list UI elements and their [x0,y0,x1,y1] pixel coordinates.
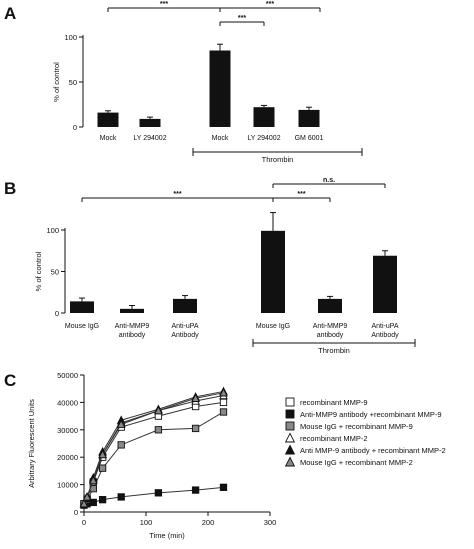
panel-a-category-label: GM 6001 [295,135,324,142]
panel-b-bar [70,301,94,313]
panel-c-data-point [154,426,163,434]
panel-c-data-point [154,405,163,415]
panel-a-significance-label: *** [238,15,246,22]
panel-c-x-tick-label: 200 [202,518,215,527]
panel-c-data-point [98,496,107,504]
panel-a-bar [298,109,320,127]
panel-c-x-tick-label: 300 [264,518,277,527]
panel-b-group-label: Thrombin [318,346,350,355]
panel-c-y-tick-label: 50000 [57,371,78,380]
panel-a-y-tick-label: 100 [64,33,77,42]
panel-b-category-label: antibody [317,332,344,339]
panel-c-y-axis-label: Arbitrary Fluorescent Units [27,399,36,488]
panel-a-bar [139,118,161,127]
panel-b-category-label: Antibody [371,332,399,339]
panel-c-data-point [117,493,125,501]
panel-c-data-point [154,489,163,497]
panel-b-category-label: Anti-MMP9 [115,323,150,330]
panel-b-y-tick-label: 50 [51,268,59,277]
panel-c-legend-label: Anti-MMP9 antibody +recombinant MMP-9 [300,410,442,419]
panel-c-series-line [83,390,224,505]
panel-b-significance-label: *** [173,191,181,198]
panel-b-category-label: Antibody [171,332,199,339]
panel-c-legend-marker [284,432,296,443]
panel-c-legend-label: recombinant MMP-9 [300,398,368,407]
panel-b-bar [373,255,397,313]
panel-c-legend-marker [285,409,295,419]
panel-c-data-point [116,419,126,428]
panel-a-group-label: Thrombin [262,155,294,164]
panel-c-data-point [98,464,107,472]
panel-a-bar [253,107,275,127]
panel-a-bar [209,50,231,127]
panel-a-label: A [4,4,16,23]
panel-c-data-point [219,388,228,397]
panel-c-legend-marker [285,397,295,407]
panel-b-category-label: Mouse IgG [256,323,290,330]
panel-a-y-tick-label: 0 [73,123,77,132]
panel-b-category-label: Anti-uPA [371,323,398,330]
panel-a-category-label: LY 294002 [133,135,166,142]
panel-c-data-point [191,393,200,402]
panel-b-category-label: antibody [119,332,146,339]
panel-c-legend-marker [285,421,295,431]
panel-b-y-axis-label: % of control [34,251,43,291]
panel-a-y-axis-label: % of control [52,62,61,102]
panel-c-y-tick-label: 40000 [57,398,78,407]
panel-b-bar [261,230,285,313]
panel-b-y-tick-label: 0 [55,309,59,318]
panel-b-bar [173,298,197,313]
panel-c-data-point [79,498,89,508]
panel-c-data-point [219,408,228,416]
panel-c-legend-marker [284,456,296,467]
panel-a-bar [97,112,119,127]
panel-b-label: B [4,179,16,198]
panel-c-data-point [82,492,92,501]
panel-c-data-point [98,449,107,459]
panel-c-legend-label: Anti MMP-9 antibody + recombinant MMP-2 [300,446,446,455]
panel-a-significance-label: *** [266,1,274,8]
panel-a-category-label: LY 294002 [247,135,280,142]
panel-b-category-label: Mouse IgG [65,323,99,330]
panel-c-y-tick-label: 30000 [57,426,78,435]
panel-c-data-point [117,441,125,449]
panel-c-legend-label: Mouse IgG + recombinant MMP-2 [300,458,413,467]
panel-b-bar [120,308,144,313]
panel-c-data-point [219,398,228,407]
panel-a-category-label: Mock [100,135,117,142]
panel-c-x-tick-label: 0 [82,518,86,527]
panel-c-data-point [88,475,98,485]
panel-a-category-label: Mock [212,135,229,142]
panel-b-significance-label: *** [297,191,305,198]
panel-c-x-tick-label: 100 [140,518,153,527]
panel-b-category-label: Anti-MMP9 [313,323,348,330]
panel-c-label: C [4,371,16,390]
panel-c-legend-marker [284,444,296,455]
panel-b-bar [318,298,342,313]
panel-b-category-label: Anti-uPA [171,323,198,330]
panel-c-data-point [191,486,200,494]
panel-c-legend-label: Mouse IgG + recombinant MMP-9 [300,422,413,431]
panel-c-series-line [83,395,224,504]
panel-a-y-tick-label: 50 [69,78,77,87]
panel-c-y-tick-label: 10000 [57,481,78,490]
panel-c-y-tick-label: 20000 [57,453,78,462]
panel-c-data-point [191,424,200,433]
panel-c-y-tick-label: 0 [74,508,78,517]
panel-b-significance-label: n.s. [323,177,335,184]
panel-a-significance-label: *** [160,1,168,8]
panel-c-x-axis-label: Time (min) [149,531,185,540]
panel-b-y-tick-label: 100 [46,226,59,235]
panel-c-legend-label: recombinant MMP-2 [300,434,368,443]
panel-c-data-point [219,483,228,491]
